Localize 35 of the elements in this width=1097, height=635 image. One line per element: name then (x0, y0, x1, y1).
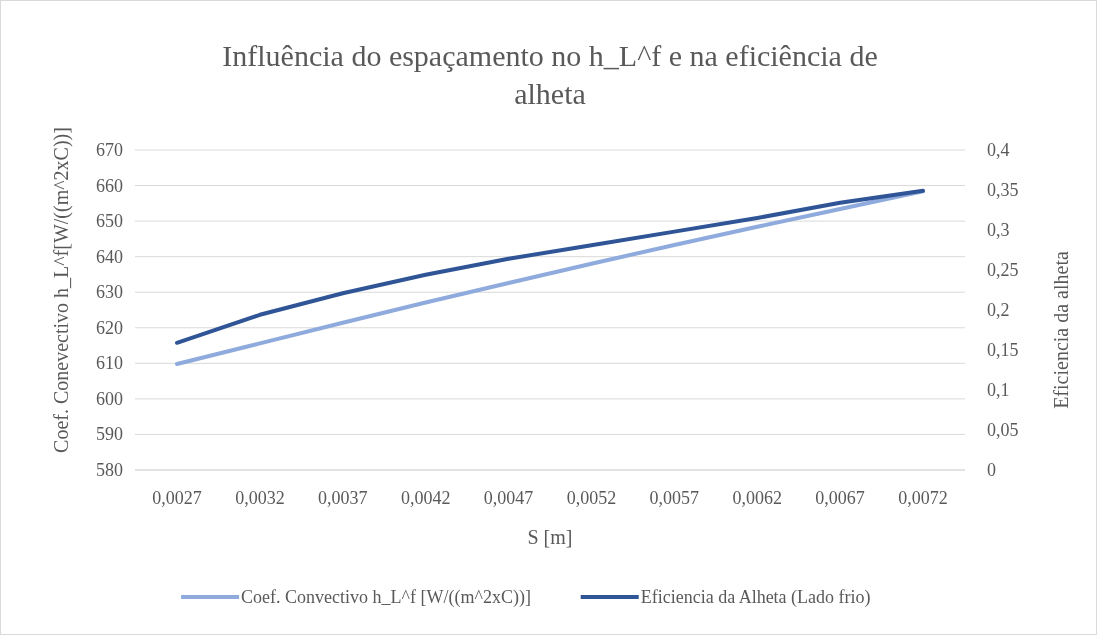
x-tick-label: 0,0067 (815, 488, 865, 508)
x-tick-label: 0,0062 (732, 488, 782, 508)
x-tick-label: 0,0072 (898, 488, 948, 508)
x-tick-label: 0,0027 (152, 488, 202, 508)
x-tick-label: 0,0057 (649, 488, 700, 508)
y2-tick-label: 0,25 (987, 260, 1019, 280)
y2-tick-label: 0,2 (987, 300, 1010, 320)
y-axis-title: Coef. Conevectivo h_L^f[W/((m^2xC))] (50, 127, 73, 453)
legend-label: Coef. Convectivo h_L^f [W/((m^2xC))] (241, 587, 531, 608)
x-tick-label: 0,0037 (318, 488, 368, 508)
y2-tick-label: 0,35 (987, 180, 1019, 200)
x-axis-title: S [m] (527, 526, 573, 548)
y-tick-label: 640 (96, 246, 123, 267)
y-tick-label: 600 (96, 388, 123, 409)
x-tick-label: 0,0042 (400, 488, 451, 508)
y2-tick-label: 0,05 (987, 420, 1019, 440)
y2-tick-label: 0,15 (987, 340, 1019, 360)
y2-tick-label: 0 (987, 460, 996, 480)
y2-axis-title: Eficiencia da alheta (1050, 251, 1072, 409)
x-tick-label: 0,0047 (483, 488, 534, 508)
chart-title: Influência do espaçamento no h_L^f e na eficiência de alheta (222, 39, 878, 110)
y-tick-label: 660 (96, 175, 123, 196)
y-tick-label: 630 (96, 282, 123, 303)
legend-label: Eficiencia da Alheta (Lado frio) (640, 587, 871, 608)
y-tick-label: 670 (96, 140, 123, 160)
x-tick-label: 0,0052 (566, 488, 617, 508)
x-tick-label: 0,0032 (235, 488, 285, 508)
y-tick-label: 620 (96, 317, 123, 338)
y2-tick-label: 0,1 (987, 380, 1010, 400)
y-tick-label: 650 (96, 211, 123, 232)
y2-tick-label: 0,4 (987, 140, 1010, 160)
y-tick-label: 610 (96, 353, 123, 374)
y-tick-label: 580 (96, 460, 123, 480)
y-tick-label: 590 (96, 424, 123, 445)
y2-tick-label: 0,3 (987, 220, 1010, 240)
